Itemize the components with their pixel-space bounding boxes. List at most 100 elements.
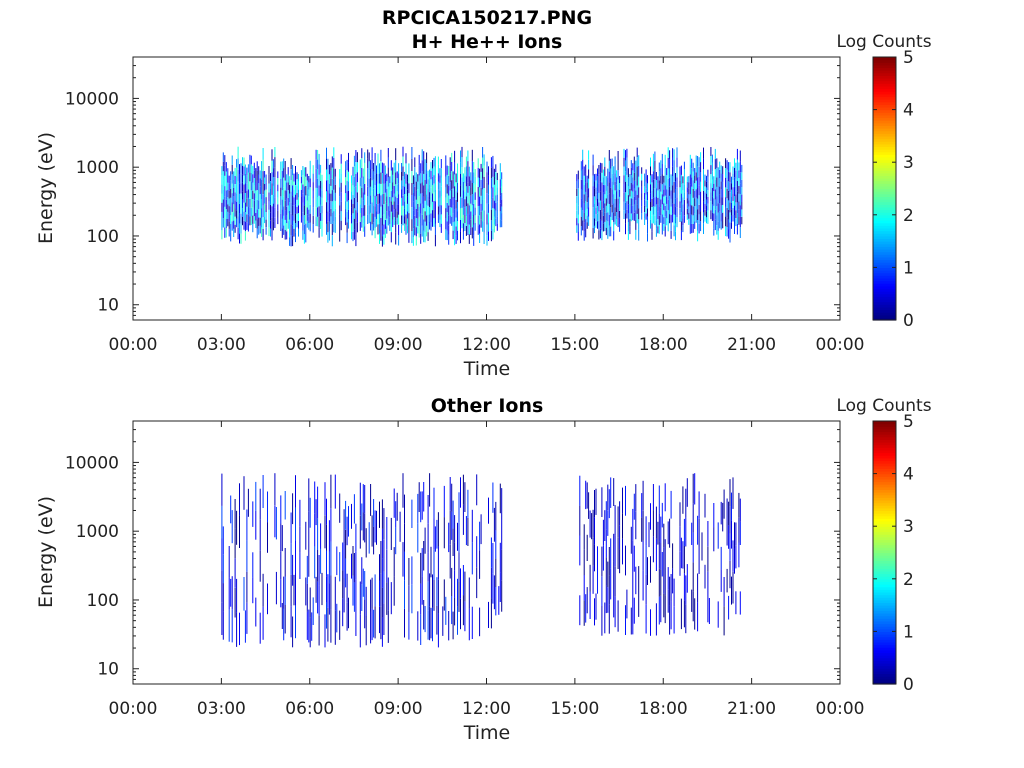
spectrogram-cell — [331, 223, 333, 235]
spectrogram-cell — [676, 217, 678, 228]
spectrogram-cell — [619, 210, 621, 218]
spectrogram-cell — [650, 193, 651, 202]
spectrogram-cell — [679, 208, 681, 216]
spectrogram-cell — [252, 577, 254, 604]
colorbar-cell — [873, 183, 896, 187]
colorbar-cell — [873, 544, 896, 548]
spectrogram-cell — [691, 522, 693, 545]
spectrogram-cell — [434, 235, 436, 247]
spectrogram-cell — [725, 216, 727, 227]
spectrogram-cell — [457, 163, 458, 174]
spectrogram-cell — [318, 555, 320, 586]
spectrogram-cell — [685, 488, 687, 518]
spectrogram-cell — [473, 214, 475, 225]
spectrogram-cell — [611, 181, 613, 190]
spectrogram-cell — [379, 223, 380, 234]
spectrogram-cell — [454, 209, 456, 222]
spectrogram-cell — [725, 226, 727, 237]
spectrogram-cell — [576, 196, 578, 204]
spectrogram-cell — [418, 196, 420, 207]
spectrogram-cell — [356, 202, 358, 213]
spectrogram-cell — [308, 182, 310, 190]
spectrogram-cell — [492, 187, 494, 198]
spectrogram-cell — [501, 488, 503, 519]
spectrogram-cell — [619, 217, 621, 225]
spectrogram-cell — [607, 484, 609, 511]
spectrogram-cell — [255, 205, 257, 213]
spectrogram-cell — [230, 495, 232, 524]
spectrogram-cell — [236, 218, 238, 228]
spectrogram-cell — [240, 223, 242, 234]
spectrogram-cell — [433, 201, 435, 210]
colorbar-cell — [873, 673, 896, 677]
spectrogram-cell — [283, 158, 285, 168]
spectrogram-cell — [306, 221, 308, 228]
spectrogram-cell — [654, 169, 656, 180]
spectrogram-cell — [272, 203, 274, 213]
spectrogram-cell — [253, 178, 255, 186]
spectrogram-cell — [252, 182, 254, 191]
spectrogram-cell — [392, 212, 394, 220]
spectrogram-cell — [231, 211, 233, 222]
spectrogram-cell — [293, 212, 295, 221]
spectrogram-cell — [672, 213, 674, 223]
colorbar-cell — [873, 486, 896, 490]
spectrogram-cell — [657, 521, 659, 545]
spectrogram-cell — [645, 194, 647, 201]
spectrogram-cell — [290, 158, 292, 170]
colorbar-cell — [873, 154, 896, 158]
spectrogram-cell — [300, 209, 302, 217]
spectrogram-cell — [648, 522, 650, 548]
spectrogram-cell — [298, 181, 299, 190]
spectrogram-cell — [736, 170, 738, 181]
spectrogram-cell — [451, 596, 453, 625]
spectrogram-cell — [345, 193, 347, 202]
spectrogram-cell — [242, 165, 243, 175]
spectrogram-cell — [601, 487, 603, 517]
spectrogram-cell — [471, 509, 473, 543]
spectrogram-cell — [625, 545, 626, 576]
spectrogram-cell — [359, 159, 361, 169]
colorbar-cell — [873, 636, 896, 640]
spectrogram-cell — [694, 183, 696, 191]
spectrogram-cell — [302, 221, 304, 231]
colorbar-cell — [873, 227, 896, 232]
spectrogram-cell — [686, 187, 688, 193]
spectrogram-cell — [309, 196, 311, 205]
spectrogram-cell — [675, 189, 676, 199]
spectrogram-cell — [449, 207, 451, 216]
spectrogram-cell — [586, 534, 588, 561]
spectrogram-cell — [697, 230, 699, 242]
spectrogram-cell — [303, 186, 305, 196]
y-tick-label: 10000 — [65, 89, 119, 109]
spectrogram-cell — [692, 224, 694, 233]
spectrogram-cell — [501, 549, 503, 581]
spectrogram-cell — [283, 576, 285, 609]
spectrogram-cell — [290, 191, 292, 203]
spectrogram-cell — [368, 178, 370, 188]
spectrogram-cell — [483, 232, 485, 244]
spectrogram-cell — [402, 542, 404, 577]
spectrogram-cell — [225, 171, 227, 181]
spectrogram-cell — [237, 227, 239, 240]
spectrogram-cell — [474, 207, 476, 216]
spectrogram-cell — [597, 206, 598, 214]
spectrogram-cell — [719, 161, 721, 170]
spectrogram-cell — [583, 212, 585, 223]
spectrogram-cell — [259, 550, 261, 582]
colorbar-cell — [873, 534, 896, 538]
spectrogram-cell — [239, 174, 240, 184]
spectrogram-cell — [607, 212, 609, 222]
spectrogram-cell — [381, 204, 383, 216]
spectrogram-cell — [446, 221, 448, 231]
spectrogram-cell — [373, 526, 375, 555]
spectrogram-cell — [501, 179, 503, 187]
spectrogram-cell — [610, 158, 612, 169]
spectrogram-cell — [658, 596, 660, 625]
spectrogram-cell — [370, 212, 372, 222]
spectrogram-cell — [365, 586, 367, 617]
spectrogram-cell — [359, 195, 361, 205]
spectrogram-cell — [247, 164, 249, 173]
spectrogram-cell — [652, 536, 654, 563]
spectrogram-cell — [237, 192, 239, 205]
